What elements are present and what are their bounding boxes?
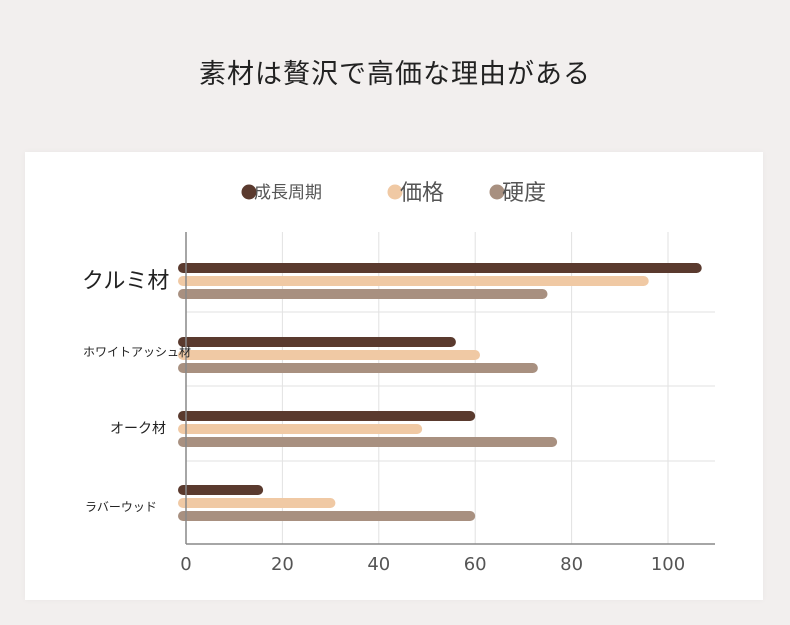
category-label: クルミ材 <box>82 269 169 294</box>
bar <box>178 511 476 521</box>
x-tick-label: 80 <box>560 554 583 575</box>
category-label: オーク材 <box>110 421 166 437</box>
bar <box>178 485 264 495</box>
page-title: 素材は贅沢で高価な理由がある <box>199 59 591 90</box>
category-label: ラバーウッド <box>85 500 157 514</box>
bar <box>178 263 702 273</box>
legend-swatch <box>489 184 505 200</box>
category-label: ホワイトアッシュ材 <box>83 345 191 359</box>
bar <box>178 424 423 434</box>
x-tick-label: 20 <box>271 554 294 575</box>
legend: 成長周期 価格 硬度 <box>241 181 546 206</box>
bar <box>178 337 456 347</box>
bar <box>178 276 649 286</box>
x-tick-label: 40 <box>367 554 390 575</box>
bar <box>178 289 548 299</box>
bar <box>178 437 558 447</box>
x-tick-label: 0 <box>180 554 191 575</box>
axes <box>185 232 715 545</box>
bar <box>178 411 476 421</box>
bar <box>178 498 336 508</box>
x-tick-label: 60 <box>464 554 487 575</box>
legend-label: 硬度 <box>502 181 546 206</box>
legend-label: 価格 <box>400 181 444 206</box>
legend-swatch <box>241 184 257 200</box>
x-tick-label: 100 <box>651 554 685 575</box>
legend-label: 成長周期 <box>254 183 322 203</box>
bar <box>178 350 481 360</box>
x-tick-labels: 0 20 40 60 80 100 <box>180 554 685 575</box>
legend-swatch <box>387 184 403 200</box>
bars <box>178 263 702 521</box>
chart-card: 0 20 40 60 80 100 クルミ材ホワイトアッシュ材 オーク材ラバーウッド 成長周… <box>25 152 763 600</box>
bar <box>178 363 538 373</box>
